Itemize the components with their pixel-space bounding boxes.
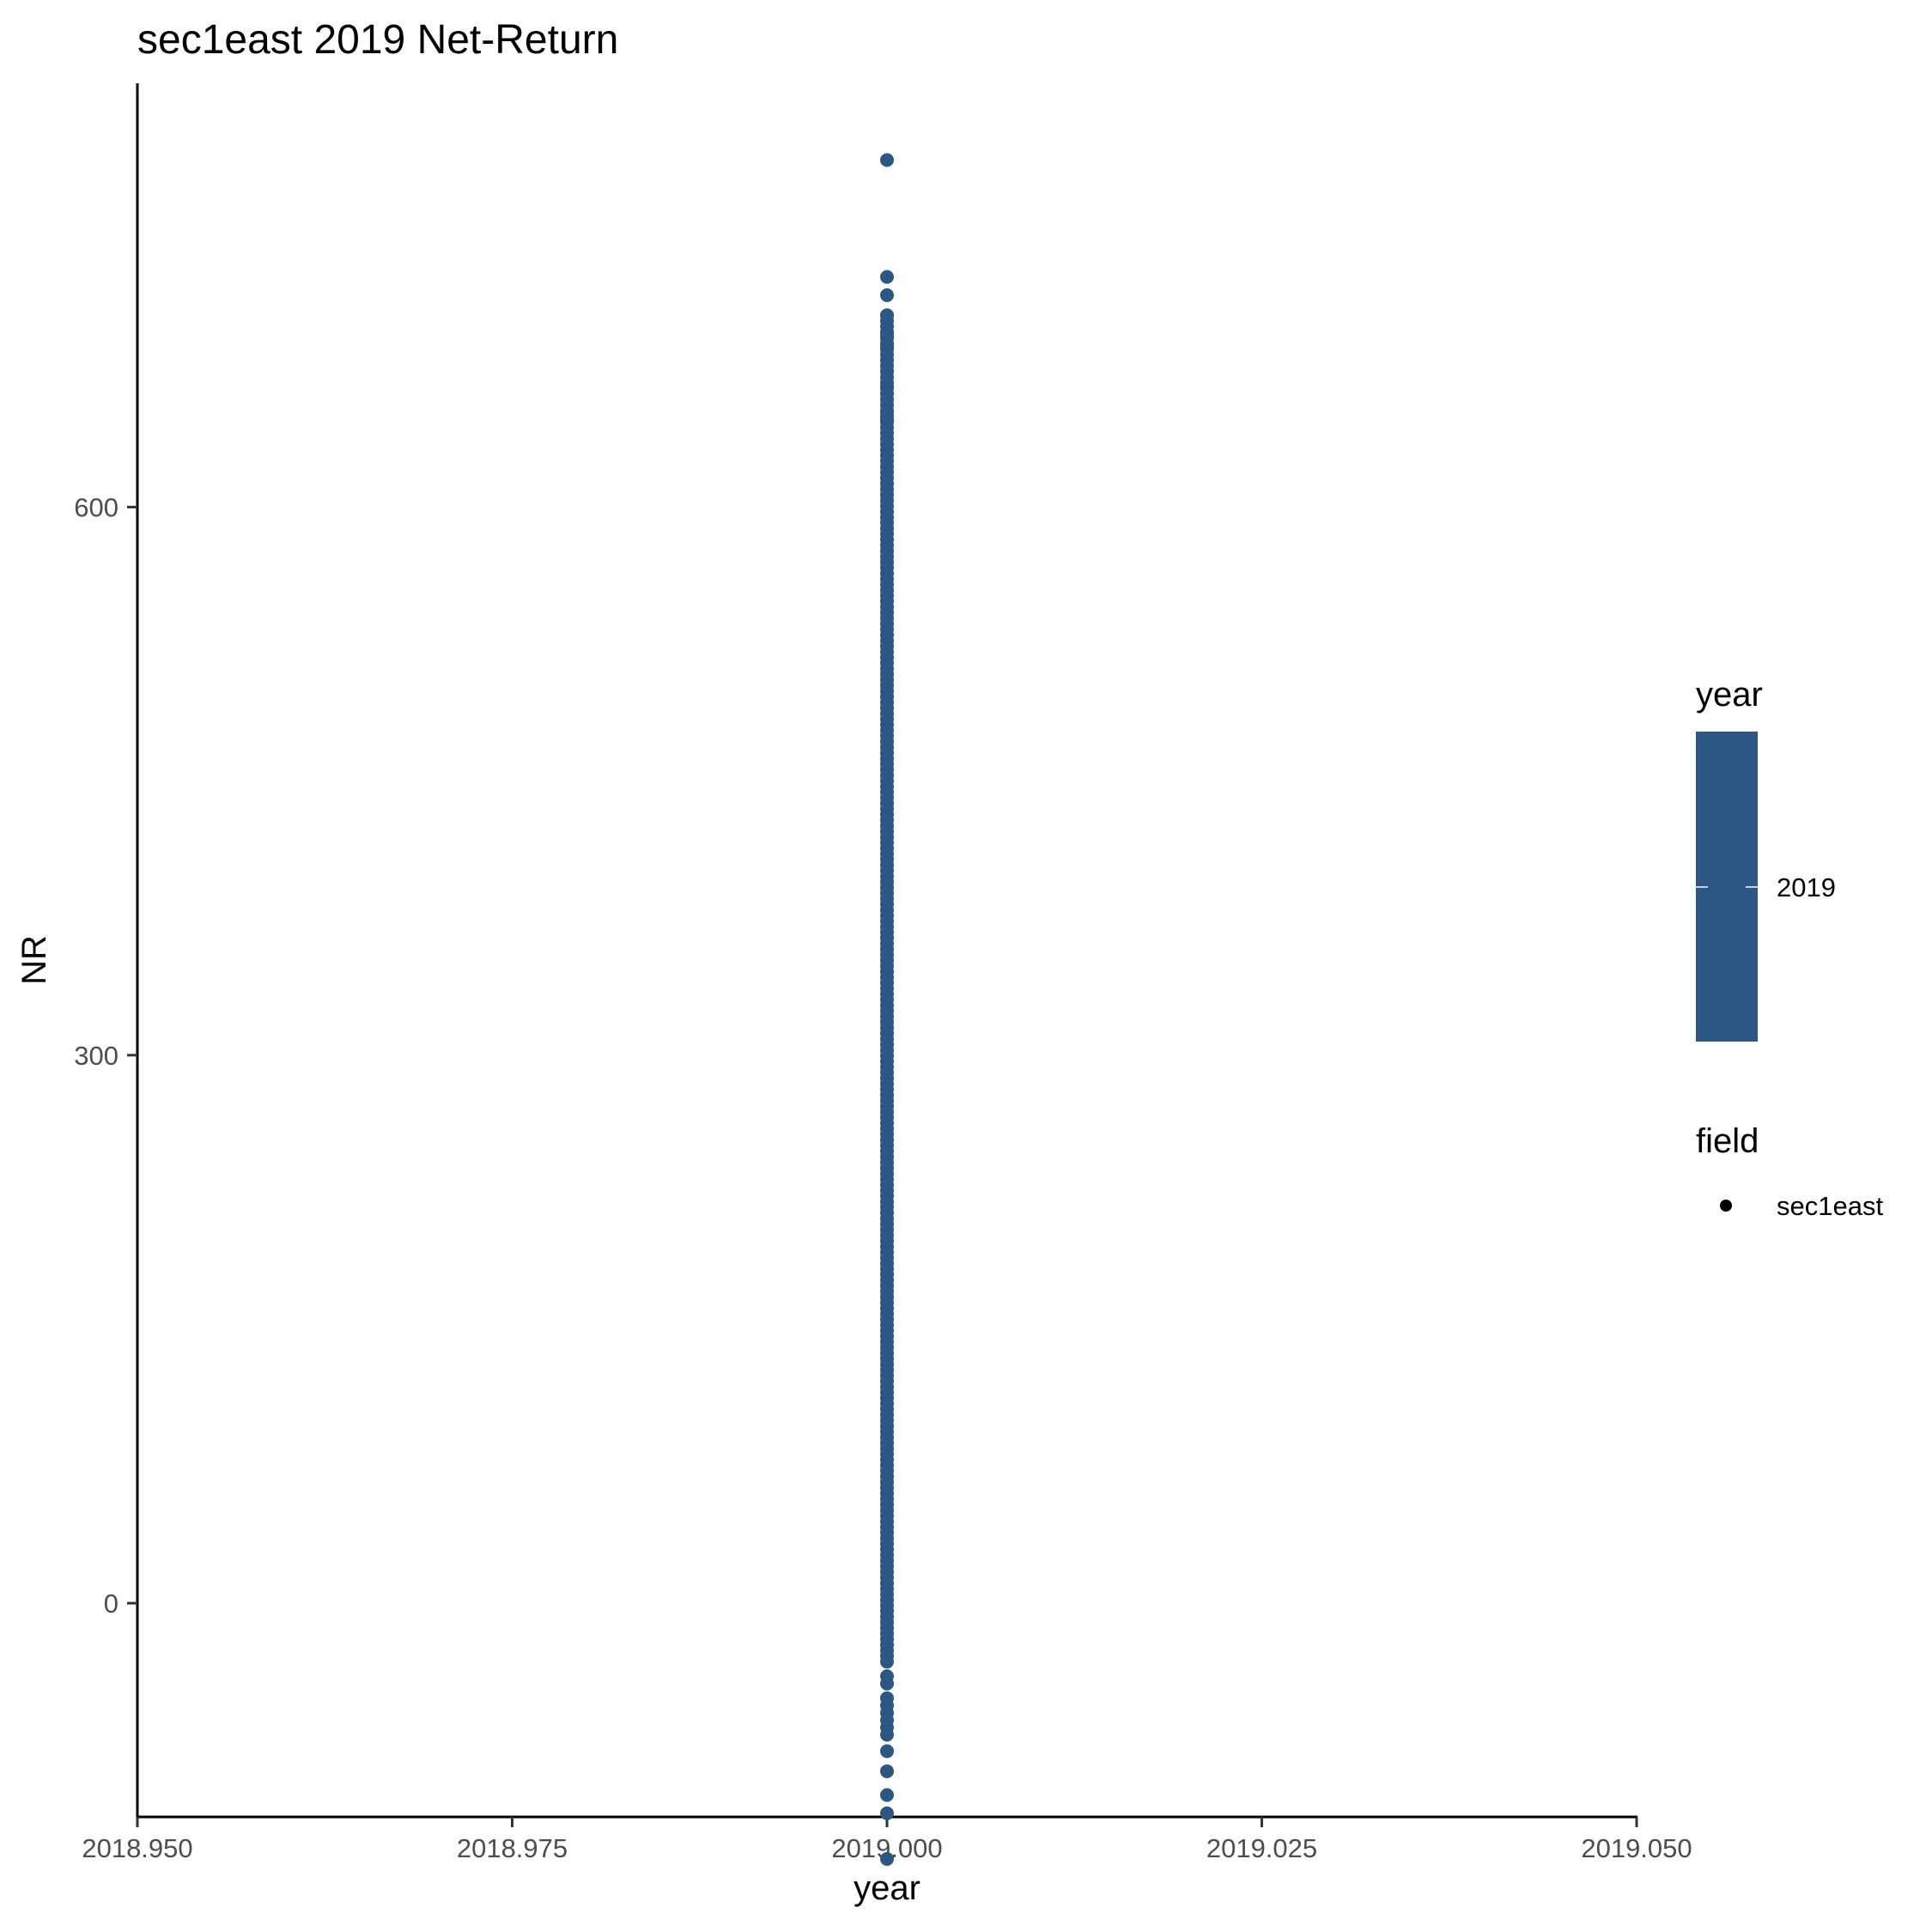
data-point — [880, 1851, 894, 1866]
data-point — [880, 339, 894, 354]
data-point — [880, 288, 894, 302]
data-point — [880, 270, 894, 284]
legend-field-label: sec1east — [1777, 1191, 1883, 1221]
x-tick-label: 2019.025 — [1206, 1833, 1317, 1863]
data-point — [880, 1806, 894, 1820]
y-tick-label: 0 — [104, 1589, 118, 1619]
data-point — [880, 1744, 894, 1759]
data-point — [880, 1764, 894, 1778]
legend-field-key — [1720, 1200, 1732, 1212]
x-tick-label: 2018.950 — [82, 1833, 192, 1863]
data-point — [880, 1676, 894, 1691]
legend-year-label: 2019 — [1777, 872, 1836, 902]
y-tick-label: 300 — [74, 1041, 118, 1071]
legend-field-title: field — [1696, 1122, 1759, 1160]
x-axis-title: year — [854, 1869, 920, 1907]
legend-year-title: year — [1696, 676, 1763, 714]
data-point — [880, 1728, 894, 1742]
data-point — [880, 308, 894, 323]
data-point — [880, 153, 894, 167]
y-tick-label: 600 — [74, 493, 118, 523]
x-tick-label: 2018.975 — [457, 1833, 568, 1863]
y-axis-title: NR — [15, 935, 53, 985]
data-point — [880, 412, 894, 427]
chart-title: sec1east 2019 Net-Return — [137, 17, 618, 63]
data-point — [880, 1788, 894, 1802]
data-point — [880, 386, 894, 401]
x-tick-label: 2019.050 — [1581, 1833, 1692, 1863]
